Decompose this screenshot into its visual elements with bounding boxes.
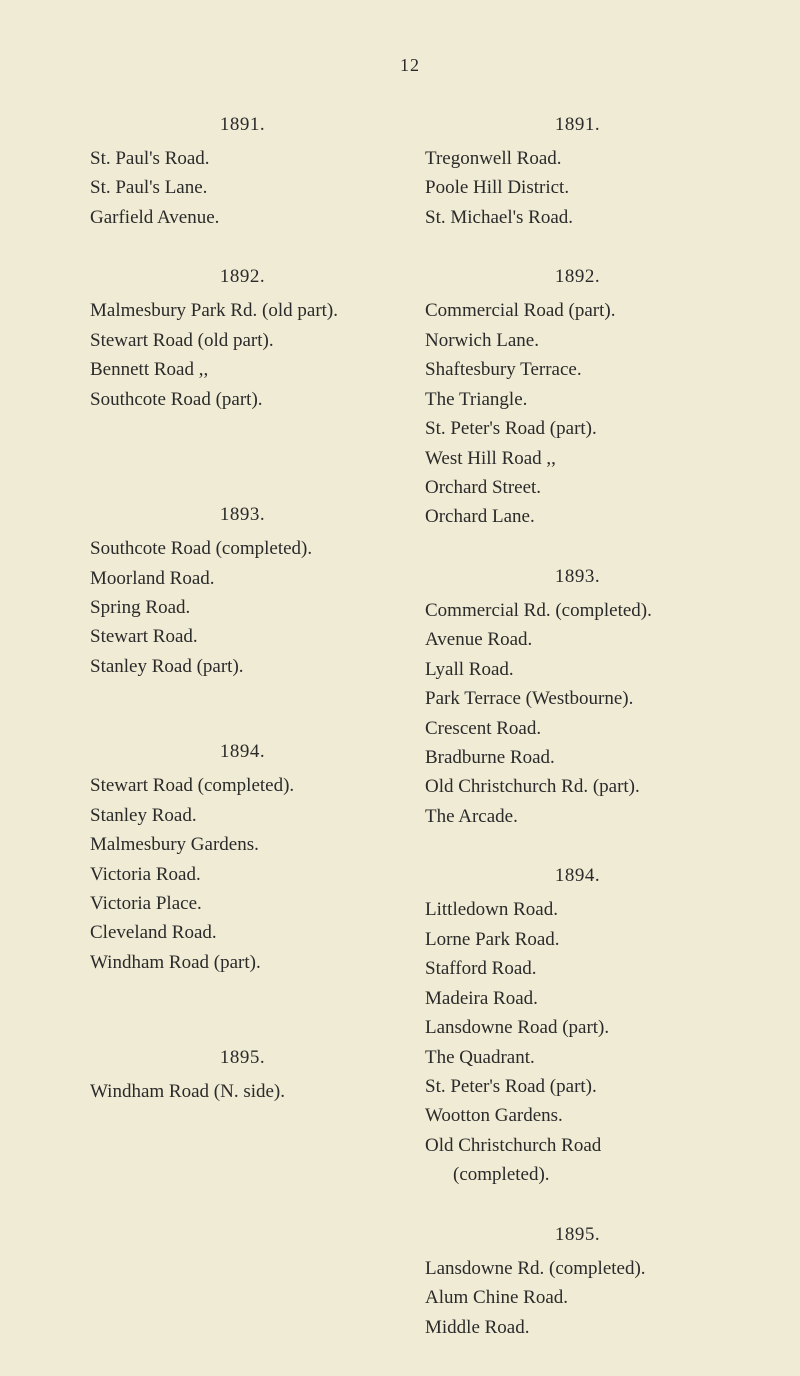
items-list: Littledown Road. Lorne Park Road. Staffo… [425,895,730,1189]
list-item: Orchard Lane. [425,502,730,531]
year-section: 1894. Littledown Road. Lorne Park Road. … [425,865,730,1189]
year-heading: 1891. [425,114,730,136]
items-list: Malmesbury Park Rd. (old part). Stewart … [90,296,395,414]
list-item: Commercial Rd. (completed). [425,596,730,625]
year-heading: 1895. [90,1047,395,1069]
items-list: Southcote Road (completed). Moorland Roa… [90,534,395,681]
list-item: Avenue Road. [425,625,730,654]
year-heading: 1892. [425,266,730,288]
list-item: Malmesbury Park Rd. (old part). [90,296,395,325]
list-item: St. Paul's Road. [90,144,395,173]
items-list: Stewart Road (completed). Stanley Road. … [90,771,395,977]
year-section: 1893. Commercial Rd. (completed). Avenue… [425,566,730,832]
year-heading: 1891. [90,114,395,136]
list-item: Alum Chine Road. [425,1283,730,1312]
items-list: Windham Road (N. side). [90,1077,395,1106]
list-item: The Triangle. [425,385,730,414]
list-item: Shaftesbury Terrace. [425,355,730,384]
list-item: Spring Road. [90,593,395,622]
year-heading: 1894. [90,741,395,763]
items-list: Commercial Road (part). Norwich Lane. Sh… [425,296,730,532]
list-item: Stewart Road (old part). [90,326,395,355]
year-section: 1891. Tregonwell Road. Poole Hill Distri… [425,114,730,232]
list-item: Lansdowne Road (part). [425,1013,730,1042]
left-column: 1891. St. Paul's Road. St. Paul's Lane. … [90,114,395,1376]
list-item: The Quadrant. [425,1043,730,1072]
list-item: St. Peter's Road (part). [425,1072,730,1101]
list-item: Old Christchurch Road [425,1131,730,1160]
list-item: St. Peter's Road (part). [425,414,730,443]
list-item: West Hill Road ,, [425,444,730,473]
year-section: 1895. Lansdowne Rd. (completed). Alum Ch… [425,1224,730,1342]
list-item: Crescent Road. [425,714,730,743]
list-item: Wootton Gardens. [425,1101,730,1130]
list-item: St. Paul's Lane. [90,173,395,202]
list-item: Norwich Lane. [425,326,730,355]
items-list: Tregonwell Road. Poole Hill District. St… [425,144,730,232]
list-item: Cleveland Road. [90,918,395,947]
list-item: Victoria Place. [90,889,395,918]
list-item: Malmesbury Gardens. [90,830,395,859]
list-item: Littledown Road. [425,895,730,924]
list-item: Tregonwell Road. [425,144,730,173]
year-heading: 1893. [425,566,730,588]
list-item: Bennett Road ,, [90,355,395,384]
list-item: Lyall Road. [425,655,730,684]
year-section: 1895. Windham Road (N. side). [90,1047,395,1106]
list-item: Windham Road (part). [90,948,395,977]
page-number: 12 [90,55,730,76]
year-section: 1892. Malmesbury Park Rd. (old part). St… [90,266,395,414]
list-item: Orchard Street. [425,473,730,502]
list-item: Madeira Road. [425,984,730,1013]
list-item: Poole Hill District. [425,173,730,202]
list-item: The Arcade. [425,802,730,831]
year-section: 1891. St. Paul's Road. St. Paul's Lane. … [90,114,395,232]
items-list: Commercial Rd. (completed). Avenue Road.… [425,596,730,832]
list-item: Garfield Avenue. [90,203,395,232]
list-item: Park Terrace (Westbourne). [425,684,730,713]
year-heading: 1892. [90,266,395,288]
list-item: St. Michael's Road. [425,203,730,232]
list-item: Moorland Road. [90,564,395,593]
list-item: Victoria Road. [90,860,395,889]
list-item: Bradburne Road. [425,743,730,772]
year-section: 1893. Southcote Road (completed). Moorla… [90,504,395,681]
year-section: 1892. Commercial Road (part). Norwich La… [425,266,730,532]
list-item: Lorne Park Road. [425,925,730,954]
list-item: Stanley Road (part). [90,652,395,681]
list-item: Commercial Road (part). [425,296,730,325]
list-item: Stanley Road. [90,801,395,830]
list-item: Old Christchurch Rd. (part). [425,772,730,801]
list-item: Southcote Road (part). [90,385,395,414]
year-heading: 1893. [90,504,395,526]
list-item: Stewart Road (completed). [90,771,395,800]
list-item: Windham Road (N. side). [90,1077,395,1106]
list-item: Stewart Road. [90,622,395,651]
list-item: (completed). [425,1160,730,1189]
year-section: 1894. Stewart Road (completed). Stanley … [90,741,395,977]
right-column: 1891. Tregonwell Road. Poole Hill Distri… [425,114,730,1376]
list-item: Southcote Road (completed). [90,534,395,563]
year-heading: 1894. [425,865,730,887]
list-item: Stafford Road. [425,954,730,983]
list-item: Lansdowne Rd. (completed). [425,1254,730,1283]
list-item: Middle Road. [425,1313,730,1342]
items-list: Lansdowne Rd. (completed). Alum Chine Ro… [425,1254,730,1342]
two-column-layout: 1891. St. Paul's Road. St. Paul's Lane. … [90,114,730,1376]
items-list: St. Paul's Road. St. Paul's Lane. Garfie… [90,144,395,232]
year-heading: 1895. [425,1224,730,1246]
